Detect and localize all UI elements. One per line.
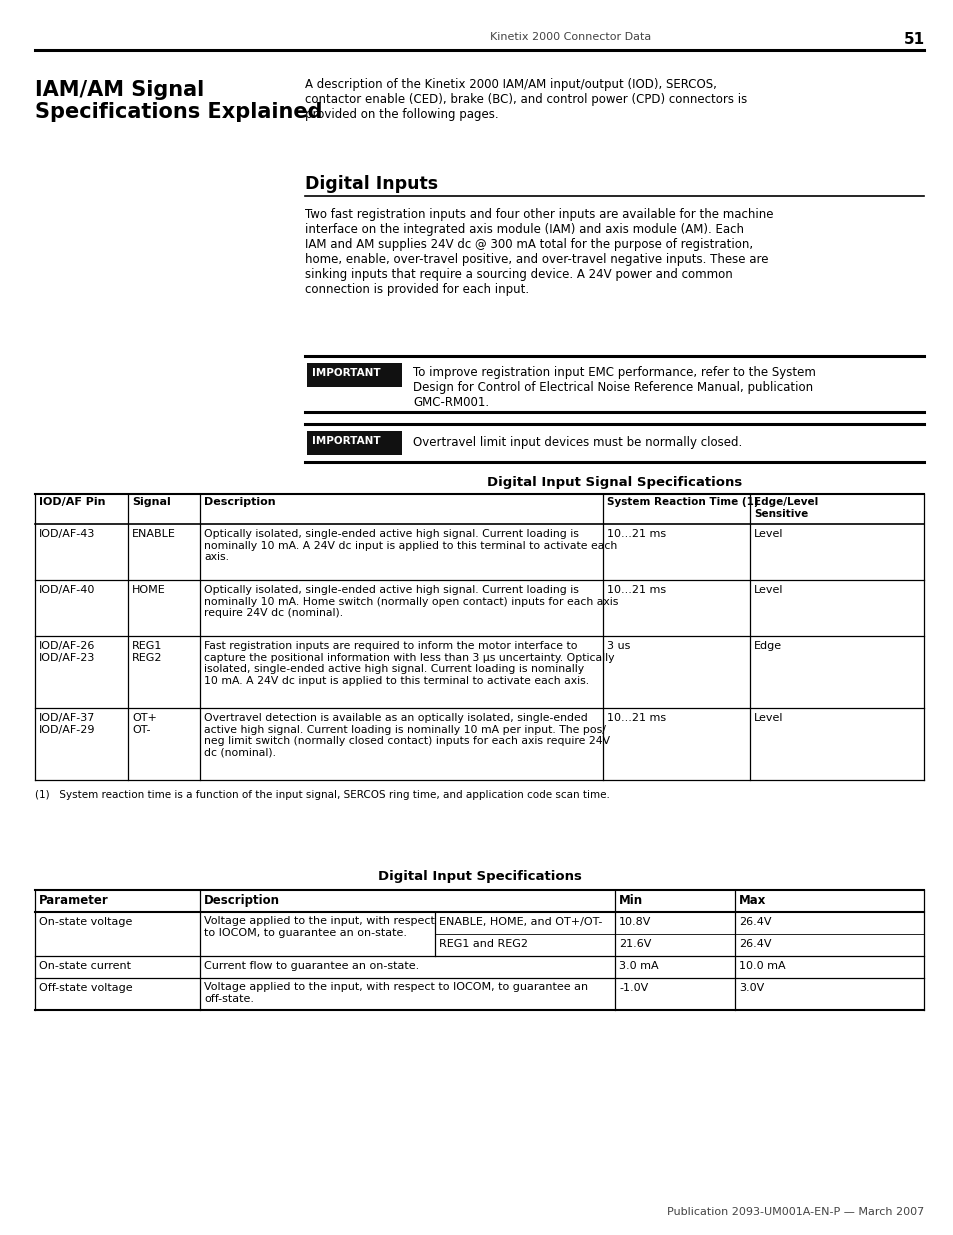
Text: 3 us: 3 us bbox=[606, 641, 630, 651]
Text: Level: Level bbox=[753, 713, 782, 722]
Text: 51: 51 bbox=[903, 32, 924, 47]
Text: System Reaction Time (1): System Reaction Time (1) bbox=[606, 496, 758, 508]
Text: HOME: HOME bbox=[132, 585, 166, 595]
Text: IOD/AF Pin: IOD/AF Pin bbox=[39, 496, 106, 508]
Text: IOD/AF-43: IOD/AF-43 bbox=[39, 529, 95, 538]
Text: Off-state voltage: Off-state voltage bbox=[39, 983, 132, 993]
Text: Digital Input Signal Specifications: Digital Input Signal Specifications bbox=[486, 475, 741, 489]
Text: Two fast registration inputs and four other inputs are available for the machine: Two fast registration inputs and four ot… bbox=[305, 207, 773, 296]
Text: Publication 2093-UM001A-EN-P — March 2007: Publication 2093-UM001A-EN-P — March 200… bbox=[666, 1207, 923, 1216]
Text: IOD/AF-26
IOD/AF-23: IOD/AF-26 IOD/AF-23 bbox=[39, 641, 95, 663]
Text: ENABLE, HOME, and OT+/OT-: ENABLE, HOME, and OT+/OT- bbox=[438, 918, 601, 927]
Text: Description: Description bbox=[204, 894, 280, 906]
Text: Overtravel limit input devices must be normally closed.: Overtravel limit input devices must be n… bbox=[413, 436, 741, 450]
Text: 26.4V: 26.4V bbox=[739, 918, 771, 927]
Text: IMPORTANT: IMPORTANT bbox=[312, 436, 380, 446]
Text: 10...21 ms: 10...21 ms bbox=[606, 713, 665, 722]
Text: Min: Min bbox=[618, 894, 642, 906]
Text: REG1
REG2: REG1 REG2 bbox=[132, 641, 162, 663]
Text: Max: Max bbox=[739, 894, 765, 906]
Text: 10...21 ms: 10...21 ms bbox=[606, 585, 665, 595]
Text: 10.8V: 10.8V bbox=[618, 918, 651, 927]
Text: 3.0 mA: 3.0 mA bbox=[618, 961, 658, 971]
Text: On-state voltage: On-state voltage bbox=[39, 918, 132, 927]
Text: Edge/Level
Sensitive: Edge/Level Sensitive bbox=[753, 496, 818, 519]
Text: Fast registration inputs are required to inform the motor interface to
capture t: Fast registration inputs are required to… bbox=[204, 641, 614, 685]
Text: OT+
OT-: OT+ OT- bbox=[132, 713, 156, 735]
Text: Overtravel detection is available as an optically isolated, single-ended
active : Overtravel detection is available as an … bbox=[204, 713, 610, 758]
Text: 21.6V: 21.6V bbox=[618, 939, 651, 948]
Text: On-state current: On-state current bbox=[39, 961, 131, 971]
Text: Level: Level bbox=[753, 529, 782, 538]
Text: Specifications Explained: Specifications Explained bbox=[35, 103, 322, 122]
Text: To improve registration input EMC performance, refer to the System
Design for Co: To improve registration input EMC perfor… bbox=[413, 366, 815, 409]
Text: (1)   System reaction time is a function of the input signal, SERCOS ring time, : (1) System reaction time is a function o… bbox=[35, 790, 609, 800]
Text: IOD/AF-37
IOD/AF-29: IOD/AF-37 IOD/AF-29 bbox=[39, 713, 95, 735]
Text: 10...21 ms: 10...21 ms bbox=[606, 529, 665, 538]
Text: Digital Inputs: Digital Inputs bbox=[305, 175, 437, 193]
Text: Voltage applied to the input, with respect
to IOCOM, to guarantee an on-state.: Voltage applied to the input, with respe… bbox=[204, 916, 435, 937]
Text: Voltage applied to the input, with respect to IOCOM, to guarantee an
off-state.: Voltage applied to the input, with respe… bbox=[204, 982, 587, 1004]
Text: 3.0V: 3.0V bbox=[739, 983, 763, 993]
Text: IAM/AM Signal: IAM/AM Signal bbox=[35, 80, 204, 100]
Bar bbox=[307, 431, 401, 454]
Text: 26.4V: 26.4V bbox=[739, 939, 771, 948]
Text: Optically isolated, single-ended active high signal. Current loading is
nominall: Optically isolated, single-ended active … bbox=[204, 529, 617, 562]
Text: Parameter: Parameter bbox=[39, 894, 109, 906]
Text: IOD/AF-40: IOD/AF-40 bbox=[39, 585, 95, 595]
Text: REG1 and REG2: REG1 and REG2 bbox=[438, 939, 527, 948]
Text: Current flow to guarantee an on-state.: Current flow to guarantee an on-state. bbox=[204, 961, 418, 971]
Text: Signal: Signal bbox=[132, 496, 171, 508]
Text: IMPORTANT: IMPORTANT bbox=[312, 368, 380, 378]
Text: Optically isolated, single-ended active high signal. Current loading is
nominall: Optically isolated, single-ended active … bbox=[204, 585, 618, 619]
Bar bbox=[307, 363, 401, 387]
Text: ENABLE: ENABLE bbox=[132, 529, 175, 538]
Text: 10.0 mA: 10.0 mA bbox=[739, 961, 785, 971]
Text: Level: Level bbox=[753, 585, 782, 595]
Text: Description: Description bbox=[204, 496, 275, 508]
Text: A description of the Kinetix 2000 IAM/AM input/output (IOD), SERCOS,
contactor e: A description of the Kinetix 2000 IAM/AM… bbox=[305, 78, 746, 121]
Text: Edge: Edge bbox=[753, 641, 781, 651]
Text: Kinetix 2000 Connector Data: Kinetix 2000 Connector Data bbox=[490, 32, 651, 42]
Text: Digital Input Specifications: Digital Input Specifications bbox=[377, 869, 580, 883]
Text: -1.0V: -1.0V bbox=[618, 983, 648, 993]
